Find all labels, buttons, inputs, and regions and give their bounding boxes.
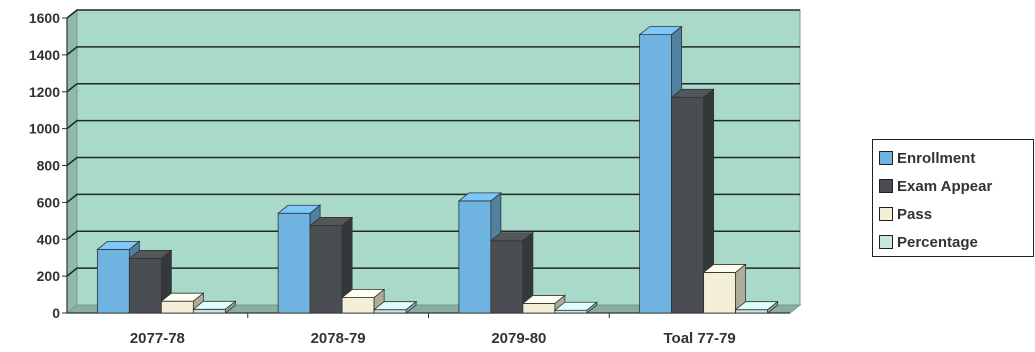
legend-item-exam-appear: Exam Appear (879, 172, 1033, 200)
y-tick-label: 800 (37, 158, 61, 174)
bar (553, 301, 599, 314)
gridline (66, 267, 800, 277)
x-axis-labels: 2077-78 2078-79 2079-80 Toal 77-79 (130, 313, 736, 347)
bar (670, 88, 715, 314)
legend-swatch (879, 235, 893, 249)
bar (734, 300, 779, 314)
gridline (66, 46, 800, 56)
y-axis-ticks: 0 200 400 600 800 1000 1200 1400 1600 (29, 10, 67, 321)
legend: Enrollment Exam Appear Pass Percentage (872, 139, 1034, 257)
legend-label: Pass (897, 205, 933, 223)
bar (308, 216, 354, 314)
bars (96, 25, 779, 314)
gridline (66, 156, 800, 167)
x-tick-label: 2077-78 (130, 330, 185, 347)
bar (702, 263, 747, 314)
legend-item-percentage: Percentage (879, 228, 1033, 256)
x-tick-label: Toal 77-79 (663, 330, 735, 347)
x-tick-label: 2078-79 (311, 330, 366, 347)
legend-label: Exam Appear (897, 177, 993, 195)
bar (489, 231, 535, 314)
y-tick-label: 1000 (29, 121, 60, 137)
legend-label: Percentage (897, 233, 978, 251)
y-tick-label: 1400 (29, 47, 60, 63)
y-tick-label: 200 (37, 268, 61, 284)
legend-item-pass: Pass (879, 200, 1033, 228)
y-tick-label: 1600 (29, 10, 60, 26)
bar (96, 240, 141, 314)
gridline (66, 193, 800, 203)
gridlines (66, 9, 800, 277)
legend-label: Enrollment (897, 149, 976, 167)
bar (372, 300, 418, 314)
legend-swatch (879, 207, 893, 221)
gridline (66, 9, 800, 19)
bar (340, 288, 386, 314)
y-tick-label: 1200 (29, 84, 60, 100)
gridline (66, 230, 800, 240)
legend-swatch (879, 151, 893, 165)
legend-item-enrollment: Enrollment (879, 144, 1033, 172)
bar (128, 249, 173, 314)
gridline (66, 119, 800, 130)
y-tick-label: 400 (37, 231, 61, 247)
gridline (66, 82, 800, 93)
x-tick-label: 2079-80 (491, 330, 546, 347)
bar (192, 300, 237, 314)
y-tick-label: 600 (37, 194, 61, 210)
y-tick-label: 0 (52, 305, 60, 321)
legend-swatch (879, 179, 893, 193)
